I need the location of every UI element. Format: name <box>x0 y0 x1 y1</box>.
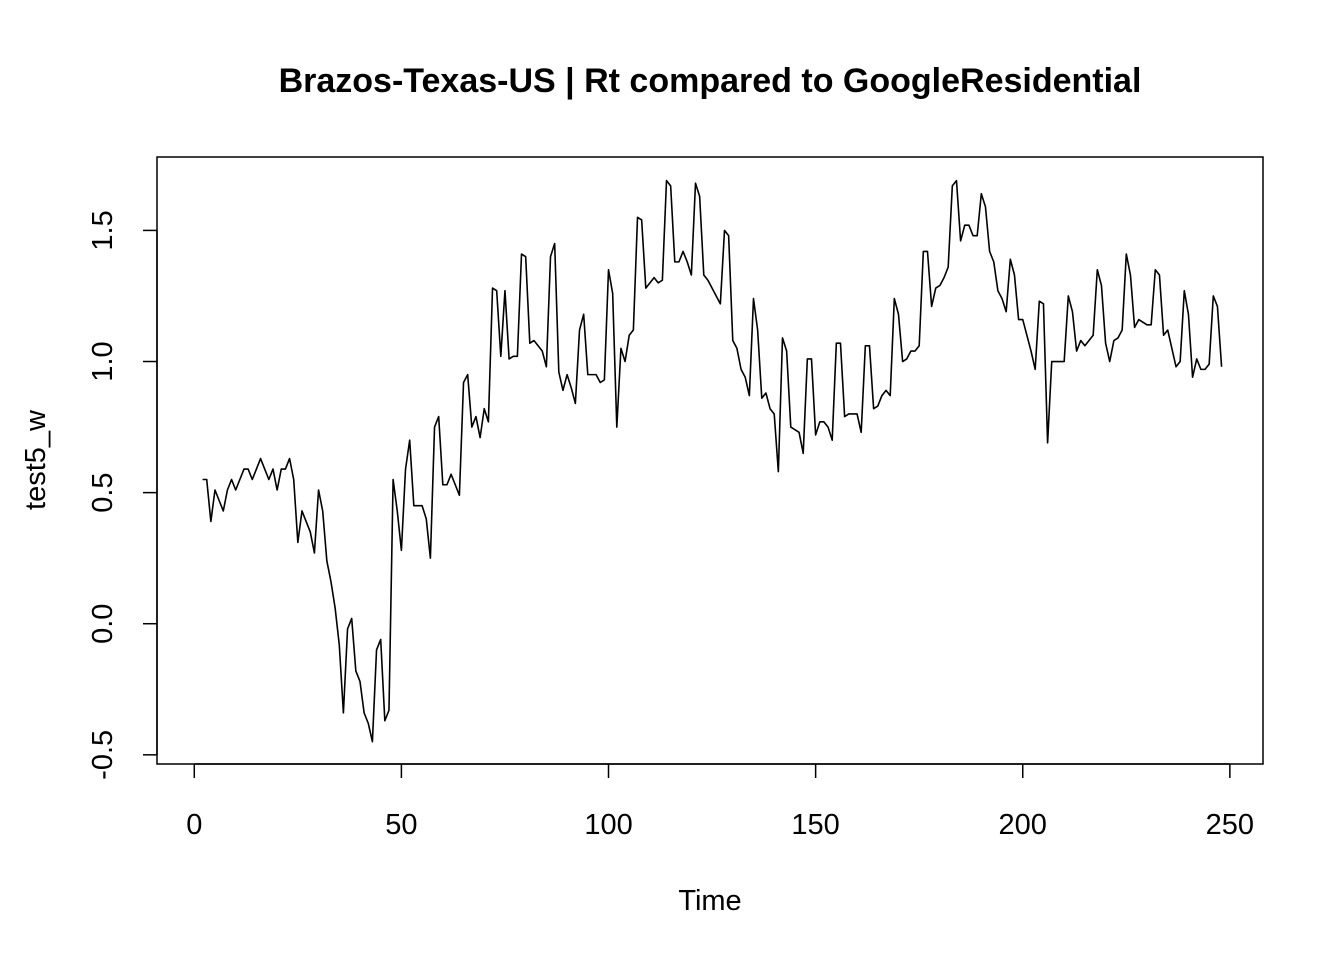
x-tick-label: 50 <box>385 809 417 841</box>
x-tick-label: 200 <box>999 809 1047 841</box>
x-tick-label: 0 <box>186 809 202 841</box>
chart-title: Brazos-Texas-US | Rt compared to GoogleR… <box>279 62 1142 100</box>
y-axis: -0.5 0.0 0.5 1.0 1.5 <box>87 210 158 780</box>
x-tick-label: 100 <box>584 809 632 841</box>
y-axis-label: test5_w <box>20 409 52 510</box>
y-tick-label: 1.5 <box>87 210 119 250</box>
x-axis-label: Time <box>678 885 741 917</box>
x-tick-label: 150 <box>791 809 839 841</box>
y-tick-label: 0.5 <box>87 472 119 512</box>
y-tick-label: 0.0 <box>87 604 119 644</box>
y-tick-label: 1.0 <box>87 341 119 381</box>
x-axis: 0 50 100 150 200 250 <box>186 763 1254 841</box>
plot-frame <box>156 156 1264 765</box>
y-tick-label: -0.5 <box>87 730 119 780</box>
x-tick-label: 250 <box>1206 809 1254 841</box>
series-line-test5_w <box>202 179 1223 743</box>
